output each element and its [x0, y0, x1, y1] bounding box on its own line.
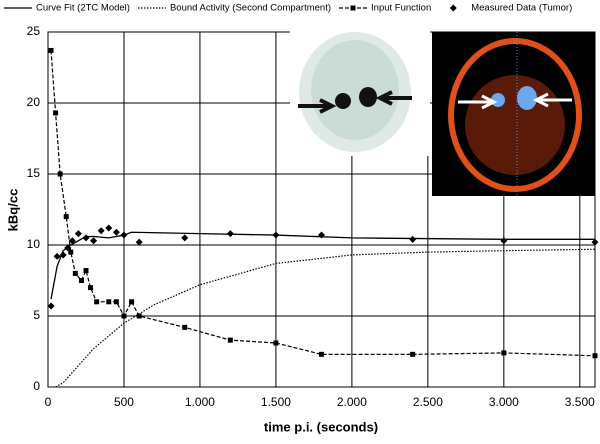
marker: [272, 231, 280, 239]
marker: [319, 351, 324, 357]
marker: [121, 313, 127, 319]
pet-image-inner: [311, 40, 399, 140]
marker: [227, 337, 233, 343]
x-tick-label: 2.000: [337, 395, 367, 409]
pet-hotspot: [359, 87, 377, 107]
marker: [83, 268, 89, 274]
marker: [136, 313, 142, 319]
y-tick-label: 15: [27, 166, 41, 180]
marker: [226, 230, 234, 238]
marker: [409, 235, 417, 243]
marker: [592, 353, 598, 359]
marker: [273, 340, 279, 346]
legend-label: Measured Data (Tumor): [471, 3, 572, 14]
ct-tissue: [465, 75, 565, 175]
marker: [64, 244, 72, 252]
legend-label: Bound Activity (Second Compartment): [170, 3, 331, 14]
y-tick-label: 0: [33, 379, 40, 393]
marker: [74, 230, 82, 238]
y-tick-label: 25: [27, 24, 41, 38]
pet-hotspot: [335, 93, 351, 109]
marker: [57, 171, 63, 177]
y-axis-title: kBq/cc: [5, 189, 20, 232]
x-tick-label: 3.000: [489, 395, 519, 409]
marker: [59, 251, 67, 259]
marker: [82, 234, 90, 242]
marker: [68, 249, 74, 255]
marker: [182, 324, 188, 330]
marker: [410, 351, 416, 357]
marker: [68, 237, 76, 245]
marker: [47, 302, 55, 310]
marker: [72, 270, 78, 276]
marker: [106, 299, 112, 305]
legend-label: Curve Fit (2TC Model): [36, 3, 130, 14]
marker: [94, 299, 100, 305]
x-tick-label: 1.500: [261, 395, 291, 409]
legend-label: Input Function: [371, 3, 431, 14]
marks: [47, 47, 599, 388]
y-tick-label: 20: [27, 95, 41, 109]
ct-skull: [448, 38, 582, 192]
y-tick-label: 10: [27, 237, 41, 251]
ct-hotspot: [491, 93, 505, 107]
marker: [78, 278, 84, 283]
arrow: [375, 90, 412, 106]
marker: [88, 285, 94, 291]
x-axis-title: time p.i. (seconds): [264, 419, 378, 434]
marker: [53, 110, 59, 116]
insets: [290, 28, 595, 196]
marker: [449, 4, 457, 12]
marker: [113, 299, 119, 305]
marker: [53, 252, 61, 260]
x-tick-label: 0: [45, 395, 52, 409]
x-tick-label: 3.500: [565, 395, 595, 409]
legend: Curve Fit (2TC Model) Bound Activity (Sec…: [4, 3, 572, 14]
arrow: [458, 94, 498, 110]
marker: [318, 231, 325, 239]
ct-hotspot: [517, 86, 537, 110]
marker: [48, 47, 54, 53]
marker: [90, 237, 98, 245]
x-tick-label: 1.000: [185, 395, 215, 409]
marker: [105, 224, 113, 232]
x-tick-label: 2.500: [413, 395, 443, 409]
marker: [129, 299, 135, 305]
marker: [591, 238, 599, 246]
marker: [501, 350, 507, 356]
marker: [112, 228, 120, 236]
marker: [181, 234, 189, 242]
series-line: [50, 231, 595, 300]
marker: [135, 238, 143, 246]
marker: [63, 214, 69, 220]
marker: [350, 5, 356, 11]
arrow: [532, 92, 572, 108]
arrow: [298, 98, 337, 114]
marker: [120, 231, 128, 239]
marker: [97, 227, 105, 235]
series-line: [55, 248, 596, 388]
y-tick-label: 5: [33, 308, 40, 322]
marker: [500, 237, 508, 245]
x-tick-label: 500: [114, 395, 134, 409]
